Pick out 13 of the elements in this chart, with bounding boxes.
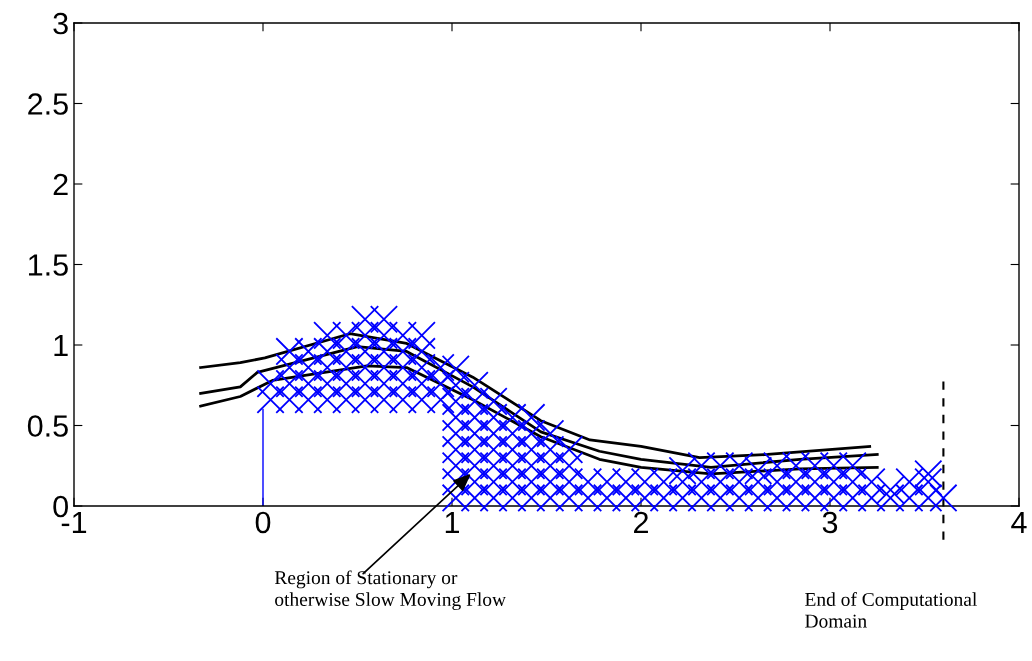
y-tick-label: 3 bbox=[53, 12, 68, 35]
y-tick-label: 1.5 bbox=[29, 254, 68, 276]
y-tick-label: 2.5 bbox=[28, 93, 68, 115]
x-tick-label: 2 bbox=[634, 511, 648, 533]
x-tick-label: 3 bbox=[822, 511, 838, 534]
ref-line-label: End of Computational Domain bbox=[805, 592, 977, 628]
y-tick-label: 2 bbox=[53, 173, 68, 196]
x-tick-label: 1 bbox=[445, 511, 460, 533]
x-tick-label: 0 bbox=[255, 511, 271, 534]
x-tick-label: 4 bbox=[1011, 511, 1027, 533]
y-tick-label: 0.5 bbox=[27, 415, 68, 437]
annotation: Region of Stationary or otherwise Slow Moving Flow bbox=[274, 570, 506, 611]
y-tick-label: 1 bbox=[54, 335, 68, 357]
